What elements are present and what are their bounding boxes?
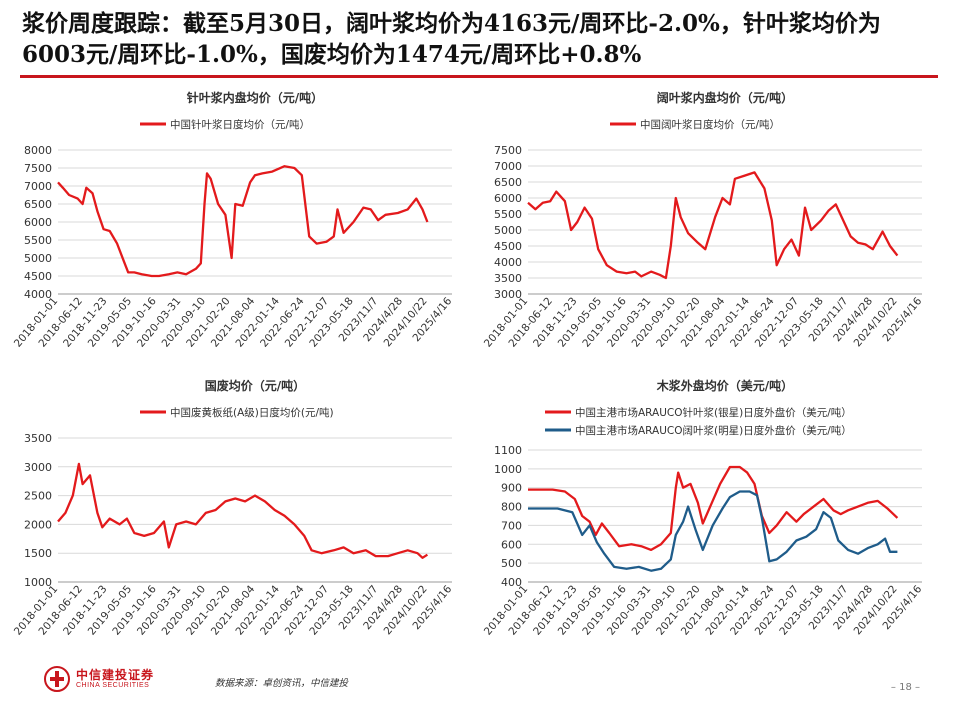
- y-tick-label: 3000: [24, 461, 52, 474]
- y-tick-label: 1100: [494, 444, 522, 457]
- chart-title: 木浆外盘均价（美元/吨）: [656, 378, 793, 393]
- logo-name-cn: 中信建投证券: [76, 667, 155, 682]
- y-tick-label: 400: [501, 576, 522, 589]
- y-tick-label: 4000: [24, 288, 52, 301]
- hardwood-chart: 阔叶浆内盘均价（元/吨） 中国阔叶浆日度均价（元/吨） 3000 3500 4000 45…: [482, 90, 925, 350]
- headline-rule: [20, 75, 938, 78]
- series-line-0: [528, 465, 899, 552]
- series-line-0: [57, 462, 429, 559]
- y-tick-label: 8000: [24, 144, 52, 157]
- y-tick-label: 1500: [24, 547, 52, 560]
- y-tick-label: 7000: [24, 180, 52, 193]
- logo-icon: [44, 666, 70, 692]
- series-line-1: [528, 490, 898, 572]
- legend-label: 中国阔叶浆日度均价（元/吨）: [640, 118, 780, 131]
- y-tick-label: 7500: [24, 162, 52, 175]
- chart-title: 针叶浆内盘均价（元/吨）: [187, 90, 323, 105]
- y-tick-label: 6500: [24, 198, 52, 211]
- y-tick-label: 800: [501, 501, 522, 514]
- page-headline: 浆价周度跟踪：截至5月30日，阔叶浆均价为4163元/周环比-2.0%，针叶浆均…: [22, 10, 881, 68]
- y-tick-label: 6500: [494, 176, 522, 189]
- y-tick-label: 6000: [494, 192, 522, 205]
- logo-name-en: CHINA SECURITIES: [76, 681, 150, 689]
- y-tick-label: 3000: [494, 288, 522, 301]
- y-tick-label: 1000: [24, 576, 52, 589]
- legend-label: 中国主港市场ARAUCO针叶浆(银星)日度外盘价（美元/吨）: [575, 406, 852, 419]
- chart-title: 国废均价（元/吨）: [205, 378, 305, 393]
- y-tick-label: 5500: [24, 234, 52, 247]
- company-logo: 中信建投证券 CHINA SECURITIES: [44, 666, 154, 692]
- y-tick-label: 1000: [494, 463, 522, 476]
- y-tick-label: 4000: [494, 256, 522, 269]
- y-tick-label: 5000: [24, 252, 52, 265]
- y-tick-label: 900: [501, 482, 522, 495]
- y-tick-label: 7500: [494, 144, 522, 157]
- chart-title: 阔叶浆内盘均价（元/吨）: [657, 90, 793, 105]
- y-tick-label: 2000: [24, 518, 52, 531]
- legend-label: 中国针叶浆日度均价（元/吨）: [170, 118, 310, 131]
- series-line-0: [527, 171, 899, 280]
- y-tick-label: 2500: [24, 490, 52, 503]
- chart-panel-softwood: 针叶浆内盘均价（元/吨） 中国针叶浆日度均价（元/吨） 4000 4500 5000 55…: [0, 84, 470, 374]
- waste-paper-chart: 国废均价（元/吨） 中国废黄板纸(A级)日度均价(元/吨) 1000 1500 2000…: [12, 378, 455, 638]
- y-tick-label: 4500: [24, 270, 52, 283]
- y-tick-label: 5000: [494, 224, 522, 237]
- chart-panel-import-pulp: 木浆外盘均价（美元/吨） 中国主港市场ARAUCO针叶浆(银星)日度外盘价（美元/…: [470, 372, 940, 662]
- y-tick-label: 7000: [494, 160, 522, 173]
- y-tick-label: 500: [501, 557, 522, 570]
- y-tick-label: 3500: [24, 432, 52, 445]
- y-tick-label: 5500: [494, 208, 522, 221]
- y-tick-label: 6000: [24, 216, 52, 229]
- data-source-note: 数据来源：卓创资讯，中信建投: [215, 678, 349, 689]
- y-tick-label: 3500: [494, 272, 522, 285]
- import-pulp-chart: 木浆外盘均价（美元/吨） 中国主港市场ARAUCO针叶浆(银星)日度外盘价（美元/…: [482, 378, 925, 638]
- chart-panel-waste-paper: 国废均价（元/吨） 中国废黄板纸(A级)日度均价(元/吨) 1000 1500 2000…: [0, 372, 470, 662]
- y-tick-label: 700: [501, 519, 522, 532]
- page-number: 18: [891, 682, 920, 693]
- softwood-chart: 针叶浆内盘均价（元/吨） 中国针叶浆日度均价（元/吨） 4000 4500 5000 55…: [12, 90, 455, 350]
- legend-label: 中国主港市场ARAUCO阔叶浆(明星)日度外盘价（美元/吨）: [575, 424, 852, 437]
- y-tick-label: 600: [501, 538, 522, 551]
- chart-panel-hardwood: 阔叶浆内盘均价（元/吨） 中国阔叶浆日度均价（元/吨） 3000 3500 4000 45…: [470, 84, 940, 374]
- legend-label: 中国废黄板纸(A级)日度均价(元/吨): [170, 406, 334, 419]
- series-line-0: [57, 165, 429, 278]
- y-tick-label: 4500: [494, 240, 522, 253]
